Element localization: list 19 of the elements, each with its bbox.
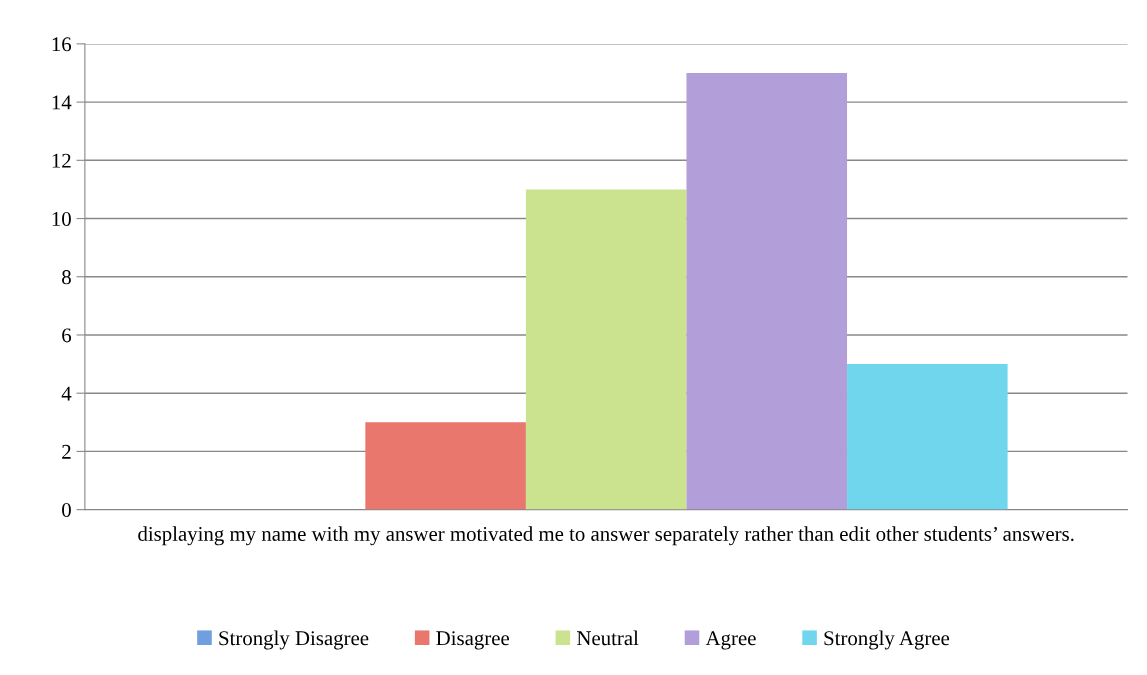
bar — [847, 364, 1008, 510]
bar — [525, 189, 687, 510]
legend-label: Disagree — [436, 631, 510, 650]
y-tick-label: 16 — [52, 37, 72, 52]
legend-label: Strongly Agree — [824, 630, 950, 650]
y-tick-label: 4 — [61, 386, 72, 401]
y-tick-label: 0 — [62, 503, 71, 518]
y-tick-label: 8 — [62, 270, 71, 285]
y-tick-label: 12 — [52, 153, 71, 168]
bar — [365, 422, 526, 510]
x-tick-label: displaying my name with my answer motivated me to answer separately rather than edit other students’ answers. — [138, 526, 1074, 546]
bar — [686, 72, 848, 510]
y-tick-label: 6 — [62, 328, 72, 343]
legend-label: Strongly Disagree — [219, 630, 369, 650]
y-tick-label: 14 — [52, 95, 72, 110]
legend-label: Neutral — [577, 630, 639, 646]
y-tick-label: 2 — [62, 444, 71, 459]
y-tick-label: 10 — [52, 211, 71, 226]
legend-label: Agree — [705, 631, 756, 650]
